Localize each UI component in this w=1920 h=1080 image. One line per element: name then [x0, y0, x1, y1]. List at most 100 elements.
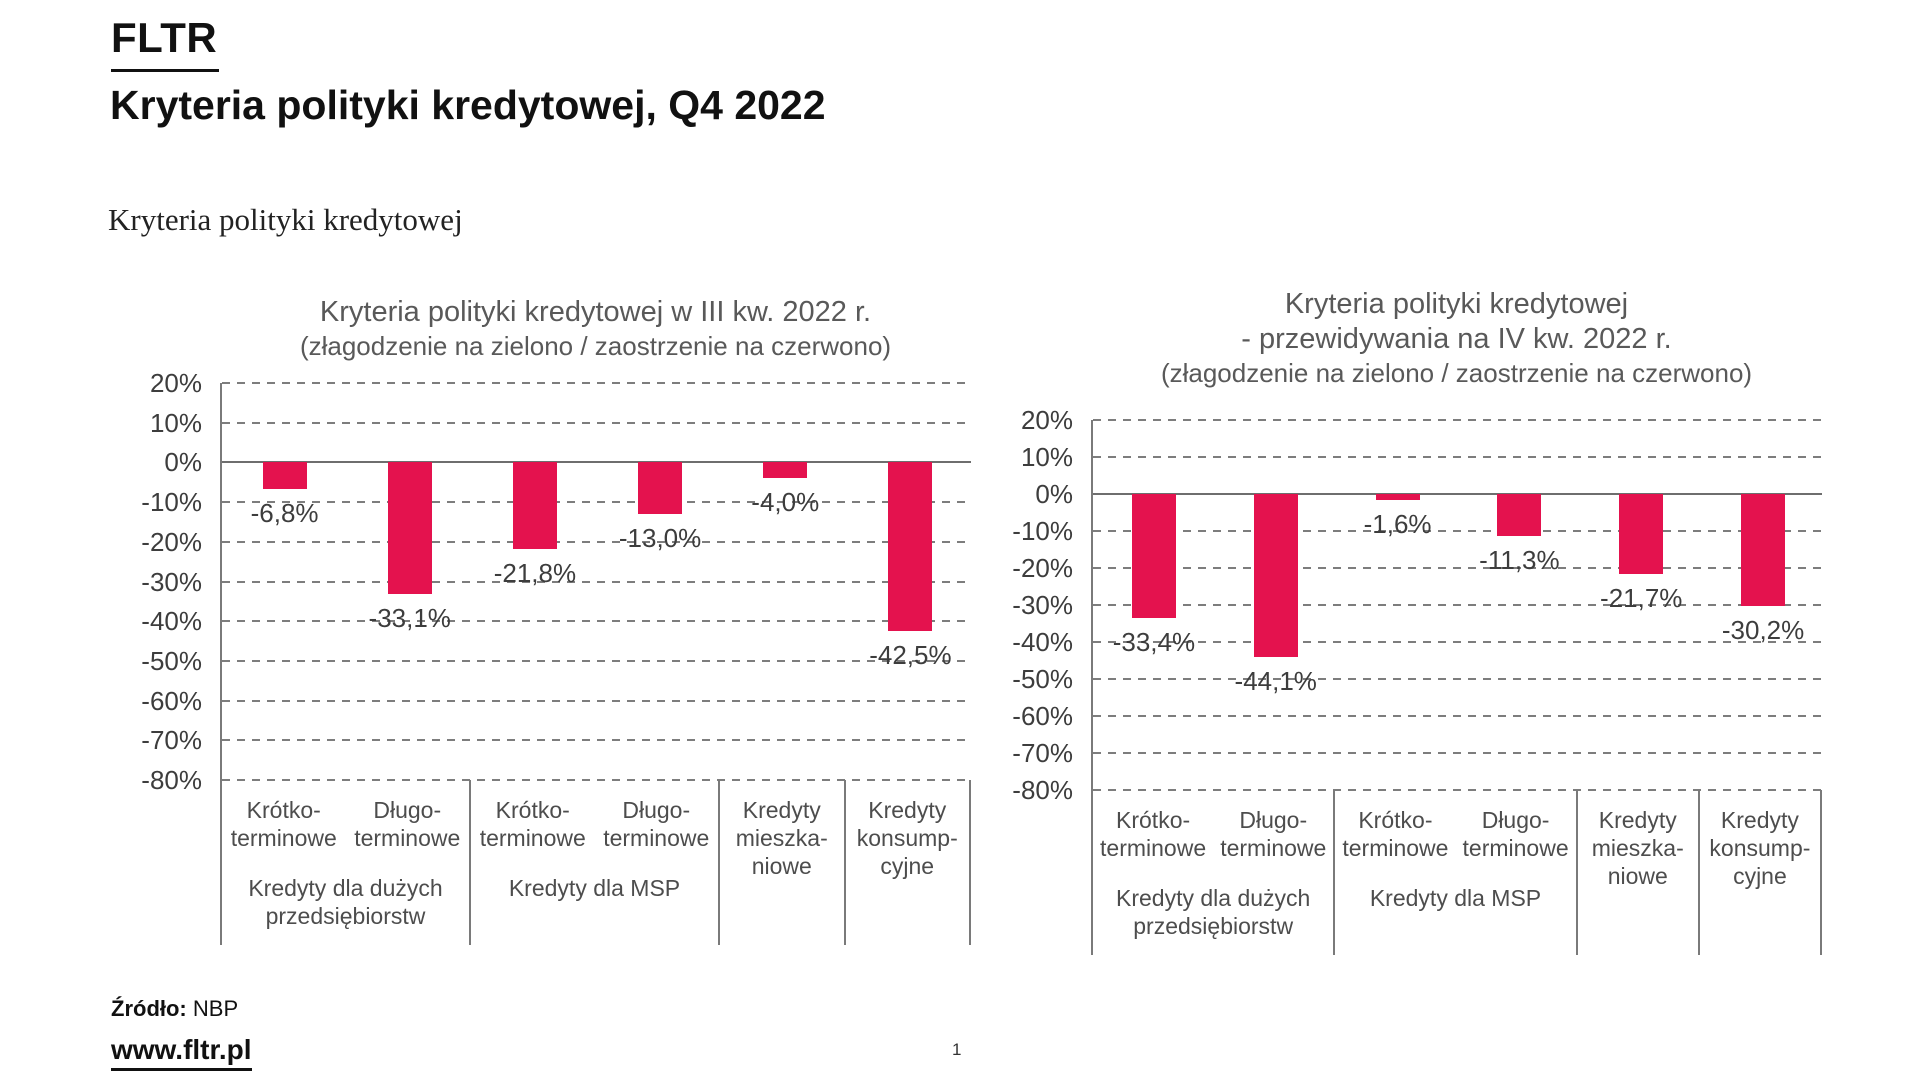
chart-title: Kryteria polityki kredytowej - przewidywa… — [1091, 287, 1822, 390]
gridline — [1093, 604, 1822, 606]
y-tick-label: -20% — [1012, 553, 1073, 583]
category-cells: Krótko- terminowe Długo- terminowe — [1335, 790, 1575, 862]
bar — [888, 462, 933, 632]
y-tick-label: 10% — [1020, 442, 1073, 472]
bar — [387, 462, 432, 594]
y-tick-label: -80% — [1012, 775, 1073, 805]
category-group-label: Kredyty dla MSP — [508, 875, 681, 901]
gridline — [222, 699, 971, 702]
website-link[interactable]: www.fltr.pl — [111, 1034, 252, 1071]
chart-title: Kryteria polityki kredytowej w III kw. 2… — [220, 295, 971, 363]
bar-value-label: -33,4% — [1112, 626, 1196, 657]
category-label: Krótko- terminowe — [1100, 807, 1207, 861]
y-tick-label: -20% — [141, 526, 202, 557]
gridline — [222, 540, 971, 543]
bar-value-label: -6,8% — [250, 498, 319, 529]
chart-criteria-q3-2022: Kryteria polityki kredytowej w III kw. 2… — [95, 283, 995, 973]
bar — [1741, 494, 1786, 606]
chart-title-line: Kryteria polityki kredytowej w III kw. 2… — [319, 296, 872, 328]
gridline — [1093, 789, 1822, 791]
logo-underline — [111, 69, 219, 72]
gridline — [1093, 678, 1822, 680]
source-value: NBP — [186, 996, 239, 1021]
gridline — [222, 501, 971, 504]
category-cells: Krótko- terminowe Długo- terminowe — [471, 780, 718, 852]
bar — [1375, 494, 1420, 500]
category-group: Krótko- terminowe Długo- terminowe Kredyty… — [220, 780, 469, 945]
bar — [763, 462, 808, 479]
y-tick-label: -40% — [141, 606, 202, 637]
y-tick-label: -50% — [141, 645, 202, 676]
category-label: Krótko- terminowe — [1342, 807, 1449, 861]
chart-title-line: - przewidywania na IV kw. 2022 r. — [1241, 323, 1672, 355]
category-cells: Kredyty konsump- cyjne — [846, 780, 970, 880]
y-tick-label: 10% — [149, 407, 202, 438]
y-tick-label: -60% — [1012, 701, 1073, 731]
bar-value-label: -4,0% — [751, 487, 820, 518]
bar — [1619, 494, 1664, 575]
chart-title-line: Kryteria polityki kredytowej — [1284, 288, 1629, 320]
y-axis: 20% 10% 0% -10% -20% -30% -40% -50% -60% -70% -80% — [95, 368, 212, 795]
category-axis: Krótko- terminowe Długo- terminowe Kredyty… — [220, 780, 971, 945]
bar-value-label: -33,1% — [368, 602, 451, 633]
section-heading: Kryteria polityki kredytowej — [108, 202, 463, 237]
y-tick-label: 20% — [1020, 405, 1073, 435]
y-tick-label: -50% — [1012, 664, 1073, 694]
fltr-logo: FLTR — [111, 14, 218, 61]
bar-value-label: -1,6% — [1363, 508, 1432, 539]
category-label: Kredyty konsump- cyjne — [1709, 807, 1811, 889]
category-group-label: Kredyty dla MSP — [1369, 885, 1542, 911]
y-tick-label: -70% — [1012, 738, 1073, 768]
gridline — [1093, 530, 1822, 532]
bar-value-label: -30,2% — [1721, 614, 1805, 645]
category-cells: Krótko- terminowe Długo- terminowe — [1093, 790, 1333, 862]
bar-value-label: -44,1% — [1234, 666, 1317, 697]
bar — [1497, 494, 1542, 536]
bar-value-label: -13,0% — [618, 523, 702, 553]
category-group: Kredyty mieszka- niowe — [718, 780, 844, 945]
bar-value-label: -21,7% — [1600, 583, 1683, 614]
gridline — [222, 739, 971, 742]
y-tick-label: 0% — [164, 447, 202, 478]
plot-area: -33,4% -44,1% -1,6% -11,3% -21,7% -30,2% — [1091, 419, 1822, 791]
bar-value-label: -21,8% — [493, 557, 577, 588]
bar — [638, 462, 683, 514]
gridline — [1093, 456, 1822, 458]
category-group-label: Kredyty dla dużych przedsiębiorstw — [1116, 885, 1311, 939]
page-title: Kryteria polityki kredytowej, Q4 2022 — [110, 82, 826, 128]
chart-subtitle-line: (złagodzenie na zielono / zaostrzenie na… — [1160, 358, 1753, 388]
chart-subtitle-line: (złagodzenie na zielono / zaostrzenie na… — [299, 331, 892, 361]
bar — [1131, 494, 1176, 618]
bar-value-label: -42,5% — [869, 640, 952, 671]
category-group-label: Kredyty dla dużych przedsiębiorstw — [248, 875, 443, 929]
category-group: Krótko- terminowe Długo- terminowe Kredyty… — [1091, 790, 1333, 955]
category-group: Kredyty konsump- cyjne — [843, 780, 971, 945]
gridline — [1093, 752, 1822, 754]
category-group: Kredyty mieszka- niowe — [1575, 790, 1698, 955]
category-label: Długo- terminowe — [603, 797, 710, 851]
zero-baseline — [1093, 493, 1822, 495]
y-tick-label: -30% — [1012, 590, 1073, 620]
y-axis: 20% 10% 0% -10% -20% -30% -40% -50% -60% -70% -80% — [975, 405, 1083, 805]
category-label: Długo- terminowe — [1220, 807, 1327, 861]
gridline — [1093, 567, 1822, 569]
category-label: Długo- terminowe — [354, 797, 461, 851]
gridline — [222, 382, 971, 384]
gridline — [222, 779, 971, 781]
category-cells: Kredyty mieszka- niowe — [1578, 790, 1698, 890]
source-line: Źródło: NBP — [111, 996, 238, 1022]
category-label: Długo- terminowe — [1462, 807, 1569, 861]
y-tick-label: 20% — [149, 368, 202, 398]
category-group: Krótko- terminowe Długo- terminowe Kredyty… — [469, 780, 718, 945]
gridline — [222, 620, 971, 623]
gridline — [222, 421, 971, 424]
category-label: Kredyty mieszka- niowe — [735, 797, 828, 879]
gridline — [1093, 641, 1822, 643]
category-group: Krótko- terminowe Długo- terminowe Kredyty… — [1333, 790, 1575, 955]
bar — [512, 462, 557, 549]
gridline — [1093, 715, 1822, 717]
bar-value-label: -11,3% — [1479, 544, 1560, 575]
category-label: Kredyty konsump- cyjne — [856, 797, 958, 879]
category-label: Krótko- terminowe — [230, 797, 337, 851]
y-tick-label: -80% — [141, 765, 202, 795]
